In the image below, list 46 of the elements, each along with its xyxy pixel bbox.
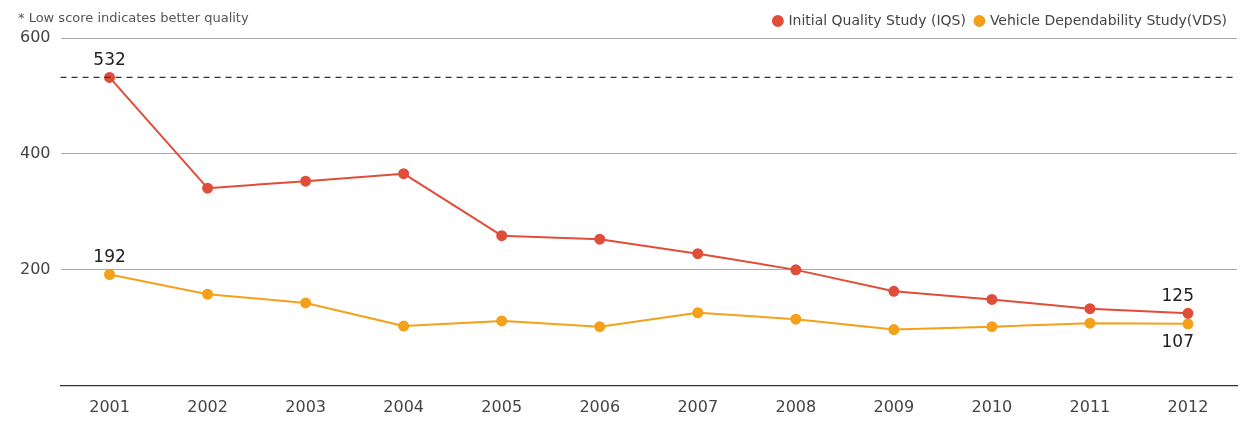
y-tick-label: 400 — [19, 143, 51, 163]
point — [398, 320, 410, 332]
point — [594, 233, 606, 245]
point — [496, 230, 508, 242]
data-label: 192 — [93, 246, 126, 267]
point — [986, 321, 998, 333]
point — [398, 168, 410, 180]
point — [790, 264, 802, 276]
point — [1084, 317, 1096, 329]
x-tick-label: 2010 — [971, 396, 1013, 416]
x-tick-label: 2002 — [187, 396, 228, 416]
x-tick-label: 2004 — [383, 396, 425, 416]
y-tick-label: 600 — [19, 27, 51, 47]
point — [888, 324, 900, 336]
point — [104, 71, 116, 83]
legend-label: Vehicle Dependability Study(VDS) — [989, 11, 1228, 28]
x-tick-label: 2012 — [1167, 396, 1209, 416]
point — [692, 248, 704, 260]
x-tick-label: 2008 — [775, 396, 817, 416]
point — [1182, 307, 1194, 319]
x-tick-label: 2006 — [579, 396, 621, 416]
point — [202, 182, 214, 194]
data-label: 532 — [93, 49, 126, 70]
x-tick-label: 2005 — [481, 396, 523, 416]
data-label: 125 — [1161, 285, 1194, 306]
x-tick-label: 2011 — [1069, 396, 1111, 416]
x-tick-label: 2007 — [677, 396, 719, 416]
x-tick-label: 2001 — [89, 396, 130, 416]
point — [986, 293, 998, 305]
text: * Low score indicates better quality — [18, 10, 249, 25]
point — [790, 313, 802, 325]
point — [496, 315, 508, 327]
point — [300, 297, 312, 309]
point — [202, 288, 214, 300]
x-tick-label: 2009 — [873, 396, 915, 416]
point — [594, 321, 606, 333]
point — [300, 175, 312, 187]
x-tick-label: 2003 — [285, 396, 326, 416]
point — [692, 307, 704, 319]
point — [1182, 318, 1194, 330]
data-label: 107 — [1161, 330, 1194, 351]
point — [104, 269, 116, 280]
point — [888, 285, 900, 297]
y-tick-label: 200 — [19, 259, 51, 279]
legend-label: Initial Quality Study (IQS) — [788, 11, 966, 28]
point — [1084, 303, 1096, 315]
